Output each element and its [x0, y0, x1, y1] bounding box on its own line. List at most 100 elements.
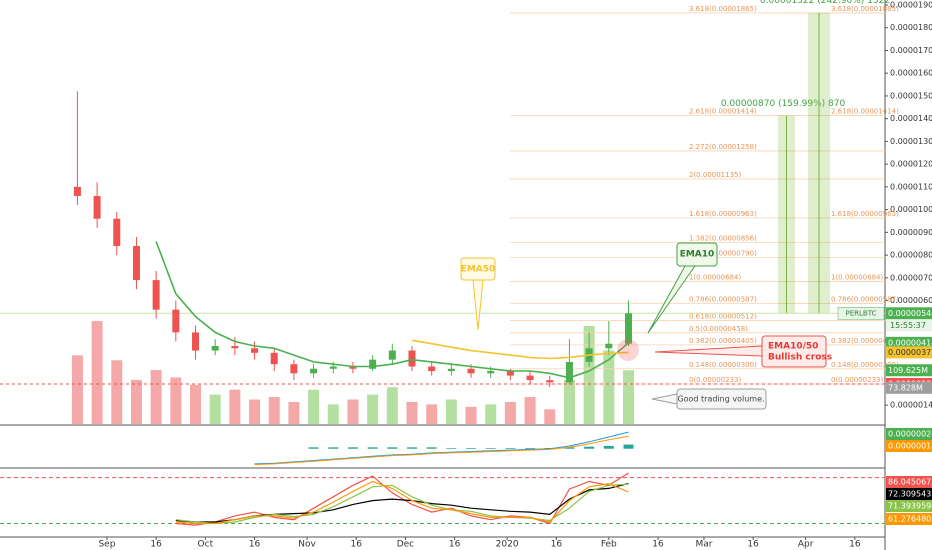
candle-body [506, 371, 514, 376]
macd-histogram-bar [466, 448, 477, 449]
volume-bar [583, 325, 595, 424]
x-tick-label: 16 [449, 540, 461, 550]
macd-histogram-bar [525, 448, 536, 449]
price-tag-bg [886, 346, 932, 359]
fib-label: 1(0.00000684) [831, 273, 883, 281]
volume-tag: 109.625M [888, 366, 928, 375]
candle-body [388, 350, 396, 360]
x-tick-label: 16 [351, 540, 363, 550]
volume-bar [544, 409, 556, 424]
candle-body [565, 361, 573, 383]
ema-line [411, 339, 629, 360]
x-tick-label: 16 [747, 540, 759, 550]
volume-bar [603, 350, 615, 424]
fib-label: 2(0.00001135) [689, 171, 741, 179]
macd-line [254, 431, 629, 465]
candle-body [251, 348, 259, 353]
fib-label: 0(0.00000233) [689, 376, 741, 384]
oscillator-tag: 61.27648037 [888, 515, 932, 524]
volume-bar [130, 379, 142, 424]
volume-callout-pointer [651, 393, 678, 405]
x-tick-label: Feb [601, 540, 617, 550]
volume-bar [563, 379, 575, 424]
ema10-callout-pointer [647, 265, 696, 334]
oscillator-tag: 86.04506755 [888, 478, 932, 487]
candle-body [310, 368, 318, 374]
symbol-tag-bg [837, 307, 885, 320]
macd-histogram-bar [367, 447, 378, 449]
macd-tag: 0.00000024 [888, 430, 932, 439]
ema50-callout-box [460, 257, 496, 281]
y-tick-label: 0.00000140 [890, 401, 932, 410]
ema50-callout-text: EMA50 [461, 265, 496, 275]
candle-body [428, 366, 436, 372]
x-tick-label: Apr [798, 540, 814, 550]
oscillator-tag: 71.39395947 [888, 502, 932, 511]
fib-label: 1.618(0.00000963) [831, 210, 899, 218]
oscillator-tag-bg [886, 476, 932, 488]
volume-bar [71, 355, 83, 424]
volume-bar [386, 387, 398, 424]
fib-label: 0.148(0.00000300) [831, 361, 899, 369]
volume-bar [229, 389, 241, 424]
oscillator-tag-bg [886, 500, 932, 512]
macd-tag-bg [886, 428, 932, 440]
oscillator-tag-bg [886, 513, 932, 525]
volume-bar [268, 397, 280, 424]
candle-body [93, 195, 101, 219]
macd-histogram-bar [564, 447, 575, 449]
macd-histogram-bar [406, 447, 417, 449]
volume-callout-text: Good trading volume. [677, 395, 764, 404]
volume-bar [445, 399, 457, 424]
macd-histogram-bar [584, 446, 595, 449]
macd-tag: 0.00000018 [888, 442, 932, 451]
fib-label: 0.618(0.00000512) [689, 313, 757, 321]
volume-bar [111, 360, 123, 424]
volume-bar [426, 404, 438, 424]
macd-histogram-bar [347, 447, 358, 449]
candle-body [369, 359, 377, 369]
ema50-callout-pointer [472, 279, 484, 331]
x-tick-label: 2020 [496, 540, 519, 550]
volume-bar [308, 389, 320, 424]
candle-body [329, 366, 337, 369]
candle-body [152, 280, 160, 310]
symbol-tag: PERLBTC [846, 309, 877, 317]
macd-line [254, 435, 629, 466]
fib-label: 0.5(0.00000458) [689, 325, 748, 333]
x-tick-label: Dec [397, 540, 414, 550]
candle-body [546, 380, 554, 383]
macd-tag-bg [886, 440, 932, 452]
x-tick-label: Oct [198, 540, 214, 550]
price-tag: 0.00000372 [888, 348, 932, 357]
candle-body [290, 364, 298, 374]
volume-bar [367, 394, 379, 424]
price-tag: 0.00000544 [888, 309, 932, 318]
volume-bar [327, 404, 339, 424]
volume-bar [485, 404, 497, 424]
fib-label: 0.148(0.00000300) [689, 361, 757, 369]
candle-body [447, 368, 455, 372]
fib-label: 1.272(0.00000790) [689, 249, 757, 257]
x-tick-label: Sep [98, 540, 115, 550]
x-tick-label: Mar [695, 540, 712, 550]
candle-body [270, 352, 278, 365]
candle-body [73, 186, 81, 196]
cross-callout-pointer [654, 345, 763, 357]
ema-line [155, 241, 630, 379]
countdown: 15:55:37 [890, 321, 926, 330]
price-tag: 0.00000414 [888, 338, 932, 347]
fib-label: 1.382(0.00000856) [689, 234, 757, 242]
ema10-callout-text: EMA10 [680, 250, 715, 260]
volume-bar [465, 406, 477, 424]
